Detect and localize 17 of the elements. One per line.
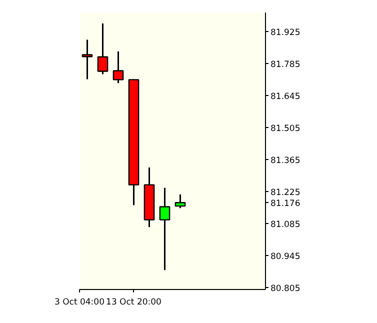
y-tick-label: 80.805 xyxy=(270,284,300,294)
y-tick-label: 81.785 xyxy=(270,60,300,70)
y-tick-label: 81.365 xyxy=(270,156,300,166)
y-tick-label: 81.925 xyxy=(270,28,300,38)
y-tick-label: 81.176 xyxy=(270,199,300,210)
candlestick xyxy=(159,187,170,271)
candlestick xyxy=(174,194,186,209)
text: 3 Oct 04:00 xyxy=(54,298,105,308)
y-tick-label: 81.085 xyxy=(270,220,300,230)
y-tick-label: 81.505 xyxy=(270,124,300,134)
y-tick-label: 81.645 xyxy=(270,92,300,102)
candlestick xyxy=(112,50,124,84)
candlestick xyxy=(82,38,93,80)
y-tick-label: 81.225 xyxy=(270,188,300,198)
x-tick-label: 13 Oct 20:00 xyxy=(106,298,162,308)
candlestick xyxy=(97,22,108,75)
y-tick-label: 80.945 xyxy=(270,252,300,262)
